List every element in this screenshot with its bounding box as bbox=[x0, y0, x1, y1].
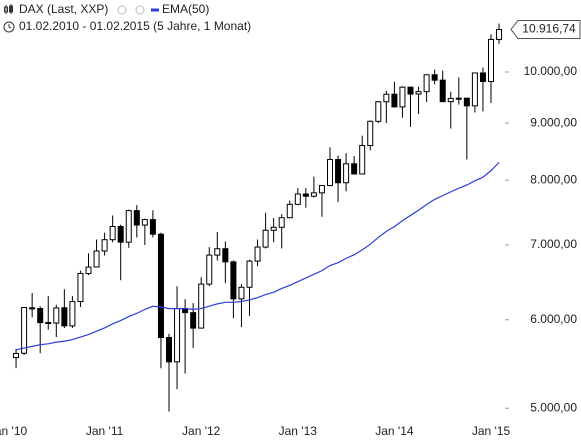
settings-icon[interactable] bbox=[135, 5, 145, 15]
candle-body bbox=[335, 159, 342, 184]
candle-body bbox=[488, 38, 494, 82]
candle-body bbox=[246, 260, 253, 288]
candle-body bbox=[455, 97, 462, 100]
candle-body bbox=[254, 246, 261, 262]
candle-body bbox=[431, 74, 438, 81]
candle-body bbox=[423, 74, 430, 93]
candle-body bbox=[286, 203, 293, 219]
candle-body bbox=[294, 193, 301, 205]
candle-body bbox=[399, 86, 406, 108]
x-tick-label: Jan '14 bbox=[375, 424, 414, 438]
candle-body bbox=[53, 307, 60, 324]
ema-line bbox=[15, 161, 500, 351]
y-tick-label: 10.000,00 bbox=[524, 64, 578, 78]
candle-body bbox=[471, 72, 478, 107]
candle-body bbox=[117, 226, 124, 243]
y-tick-label: 5.000,00 bbox=[530, 400, 577, 414]
candle-body bbox=[101, 239, 108, 252]
candle-body bbox=[310, 192, 317, 197]
candle-body bbox=[133, 210, 140, 226]
y-tick-label: 8.000,00 bbox=[530, 172, 577, 186]
candle-body bbox=[85, 266, 92, 275]
candle-body bbox=[407, 86, 414, 95]
candle-body bbox=[479, 72, 486, 82]
candle-body bbox=[77, 272, 84, 303]
x-tick-label: Jan '13 bbox=[279, 424, 318, 438]
y-tick-label: 9.000,00 bbox=[530, 115, 577, 129]
y-tick-label: 7.000,00 bbox=[530, 237, 577, 251]
candle-body bbox=[93, 250, 100, 268]
x-tick-label: Jan '11 bbox=[86, 424, 124, 438]
candle-body bbox=[230, 261, 237, 300]
candle-body bbox=[415, 91, 422, 95]
clock-icon bbox=[3, 21, 15, 33]
candle-body bbox=[45, 322, 52, 325]
y-tick-label: 6.000,00 bbox=[530, 312, 577, 326]
candle-body bbox=[21, 306, 28, 354]
candle-body bbox=[375, 101, 382, 122]
candle-icon bbox=[4, 4, 13, 14]
candle-body bbox=[190, 312, 197, 329]
candle-body bbox=[359, 144, 366, 175]
candle-body bbox=[463, 97, 470, 107]
candle-body bbox=[29, 307, 36, 310]
candle-body bbox=[69, 301, 76, 327]
candle-body bbox=[496, 28, 503, 40]
legend-dax: DAX (Last, XXP) bbox=[19, 2, 108, 16]
candle-body bbox=[391, 93, 398, 108]
candle-body bbox=[198, 283, 205, 329]
candle-body bbox=[302, 193, 309, 197]
last-price-box bbox=[510, 19, 581, 39]
x-tick-label: Jan '12 bbox=[182, 424, 221, 438]
last-price-label: 10.916,74 bbox=[522, 22, 576, 36]
candle-body bbox=[367, 120, 374, 146]
candle-body bbox=[383, 93, 390, 103]
candle-body bbox=[278, 217, 285, 228]
candle-body bbox=[262, 229, 269, 248]
candle-body bbox=[125, 210, 132, 243]
candle-body bbox=[222, 248, 229, 263]
candle-body bbox=[166, 336, 172, 363]
candle-body bbox=[327, 159, 333, 186]
candle-body bbox=[61, 307, 68, 327]
candle-body bbox=[206, 254, 213, 285]
subtitle: 01.02.2010 - 01.02.2015 (5 Jahre, 1 Mona… bbox=[19, 19, 251, 33]
candle-body bbox=[157, 233, 164, 338]
candle-body bbox=[149, 219, 156, 235]
x-tick-label: Jan '10 bbox=[0, 424, 27, 438]
candle-body bbox=[238, 286, 245, 300]
x-tick-label: Jan '15 bbox=[472, 424, 511, 438]
candle-body bbox=[318, 184, 325, 194]
settings-icon[interactable] bbox=[117, 5, 127, 15]
candle-body bbox=[343, 163, 350, 184]
legend-ema: EMA(50) bbox=[162, 2, 209, 16]
candle-body bbox=[174, 308, 181, 363]
candle-body bbox=[270, 226, 277, 231]
candle-body bbox=[439, 79, 446, 103]
candle-body bbox=[447, 97, 454, 103]
candle-body bbox=[214, 248, 221, 256]
candle-body bbox=[141, 219, 148, 226]
candle-body bbox=[109, 226, 116, 241]
candle-body bbox=[13, 352, 20, 359]
candle-body bbox=[37, 308, 44, 324]
candle-body bbox=[351, 163, 358, 175]
